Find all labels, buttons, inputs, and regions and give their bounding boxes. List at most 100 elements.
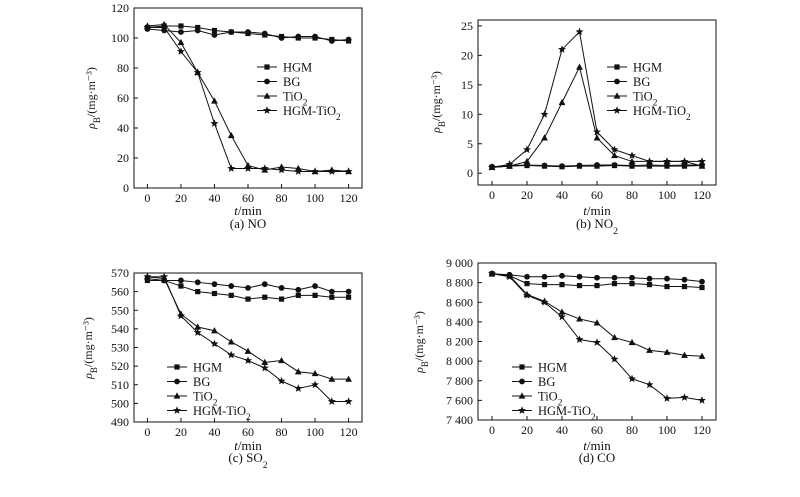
- data-point: [698, 162, 706, 169]
- data-point: [540, 110, 549, 118]
- legend-marker: [519, 378, 525, 385]
- series-hgm-tio2: [488, 269, 706, 404]
- data-point: [143, 23, 152, 31]
- data-point: [327, 397, 336, 405]
- x-axis-label: t/min: [583, 203, 611, 218]
- data-point: [178, 283, 184, 289]
- data-point: [345, 294, 352, 300]
- data-point: [663, 394, 671, 402]
- legend-marker: [614, 78, 620, 85]
- data-point: [261, 281, 268, 288]
- data-point: [344, 397, 353, 405]
- data-point: [680, 157, 689, 165]
- x-tick-label: 60: [242, 425, 254, 439]
- data-point: [228, 292, 234, 298]
- data-point: [228, 29, 235, 35]
- data-point: [629, 162, 635, 169]
- data-point: [505, 272, 514, 281]
- data-point: [575, 335, 584, 343]
- data-point: [143, 272, 152, 281]
- legend-item: HGM-TiO2: [167, 404, 251, 423]
- y-tick-label: 40: [117, 121, 129, 135]
- data-point: [611, 151, 618, 159]
- x-tick-label: 80: [626, 423, 638, 437]
- data-point: [344, 167, 353, 175]
- legend-marker: [173, 392, 181, 399]
- x-tick-label: 40: [556, 423, 568, 437]
- data-point: [488, 163, 496, 171]
- data-point: [211, 281, 218, 288]
- legend-item: TiO2: [167, 390, 218, 409]
- legend-item: HGM-TiO2: [257, 104, 341, 123]
- y-tick-label: 15: [461, 78, 473, 92]
- legend-marker: [264, 64, 270, 70]
- data-point: [593, 319, 601, 326]
- data-point: [593, 338, 601, 346]
- legend-item: HGM: [607, 61, 662, 75]
- x-tick-label: 100: [658, 188, 676, 202]
- data-point: [312, 292, 318, 298]
- series-line: [147, 27, 349, 172]
- data-point: [295, 286, 302, 293]
- data-point: [227, 338, 235, 345]
- legend-item: HGM: [167, 361, 222, 375]
- data-point: [610, 145, 619, 154]
- data-point: [261, 358, 269, 365]
- data-point: [329, 294, 335, 300]
- legend-label: TiO2: [283, 90, 308, 109]
- series-line: [147, 276, 349, 380]
- data-point: [328, 288, 335, 295]
- y-tick-label: 20: [117, 151, 129, 165]
- data-point: [558, 312, 566, 321]
- legend-marker: [614, 64, 620, 70]
- data-point: [663, 157, 671, 165]
- y-tick-label: 520: [111, 359, 129, 373]
- series-hgm-tio2: [143, 272, 353, 405]
- data-point: [194, 279, 201, 286]
- y-tick-label: 530: [111, 341, 129, 355]
- legend-label: TiO2: [633, 90, 658, 109]
- y-tick-label: 0: [467, 166, 473, 180]
- data-point: [576, 162, 583, 169]
- y-tick-label: 8 600: [446, 295, 473, 309]
- chart-panel-2: 0 20 40 60 80 100 120 0 5 10 15 20 25 t/min ρB/(mg·m⁻³…: [429, 19, 717, 237]
- y-tick-label: 7 400: [446, 413, 473, 427]
- data-point: [327, 167, 336, 175]
- data-point: [245, 296, 251, 302]
- legend-label: TiO2: [193, 390, 218, 409]
- x-tick-label: 100: [306, 191, 324, 205]
- data-point: [177, 38, 185, 46]
- y-axis-label: ρB/(mg·m⁻³): [412, 311, 430, 374]
- legend-item: TiO2: [512, 390, 563, 409]
- legend-item: TiO2: [257, 90, 308, 109]
- data-point: [628, 151, 636, 159]
- data-point: [311, 380, 320, 389]
- legend-marker: [174, 364, 180, 370]
- data-point: [576, 273, 583, 280]
- data-point: [523, 291, 531, 299]
- legend-label: HGM-TiO2: [193, 404, 251, 423]
- data-point: [245, 29, 251, 35]
- data-point: [328, 375, 336, 382]
- legend-label: BG: [633, 75, 650, 89]
- y-axis-label: ρB/(mg·m⁻³): [81, 317, 99, 380]
- data-point: [260, 164, 269, 172]
- legend-marker: [613, 106, 621, 114]
- y-tick-label: 540: [111, 322, 129, 336]
- data-point: [245, 285, 251, 291]
- data-point: [628, 374, 636, 383]
- chart-panel-1: 0 20 40 60 80 100 120 0 20 40 60 80 100 120 t/min ρB/(m…: [84, 1, 363, 231]
- series-hgm: [144, 277, 352, 302]
- x-axis-label: t/min: [234, 438, 262, 453]
- data-point: [524, 281, 530, 287]
- data-point: [611, 162, 618, 168]
- y-tick-label: 510: [111, 378, 129, 392]
- data-point: [681, 276, 688, 283]
- legend-marker: [264, 78, 270, 85]
- x-tick-label: 120: [693, 423, 711, 437]
- y-tick-label: 80: [117, 61, 129, 75]
- legend-marker: [613, 92, 621, 99]
